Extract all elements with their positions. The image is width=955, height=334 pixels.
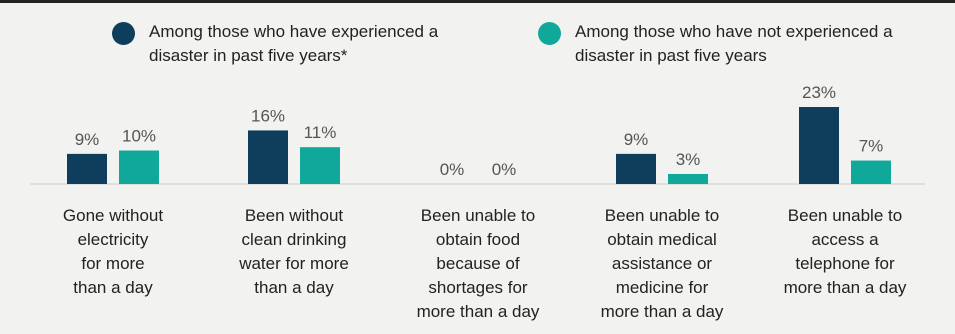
category-label-2: Been without clean drinking water for mo… xyxy=(239,206,349,297)
data-label-series1-cat1: 9% xyxy=(75,130,100,149)
bar-series1-cat1 xyxy=(67,153,107,184)
legend-swatch-not-experienced xyxy=(538,22,561,45)
category-label-3: Been unable to obtain food because of sh… xyxy=(416,206,540,321)
data-label-series2-cat5: 7% xyxy=(859,137,884,156)
bar-series2-cat2 xyxy=(300,147,340,184)
category-label-4: Been unable to obtain medical assistance… xyxy=(600,206,724,321)
bar-series2-cat5 xyxy=(851,160,891,184)
legend-label-not-experienced: Among those who have not experienced a d… xyxy=(575,22,893,65)
data-label-series1-cat5: 23% xyxy=(802,83,836,102)
legend-item-experienced: Among those who have experienced a disas… xyxy=(112,20,438,68)
bar-series1-cat2 xyxy=(248,130,288,184)
bar-series1-cat5 xyxy=(799,107,839,184)
data-label-series2-cat4: 3% xyxy=(676,150,701,169)
top-rule xyxy=(0,0,955,3)
data-label-series2-cat2: 11% xyxy=(304,123,337,142)
data-label-series1-cat2: 16% xyxy=(251,106,285,125)
data-label-series1-cat4: 9% xyxy=(624,130,649,149)
data-label-series2-cat3: 0% xyxy=(492,160,517,179)
data-label-series2-cat1: 10% xyxy=(122,127,156,146)
bar-series2-cat4 xyxy=(668,173,708,184)
legend-item-not-experienced: Among those who have not experienced a d… xyxy=(538,20,893,68)
category-label-5: Been unable to access a telephone for mo… xyxy=(783,206,907,297)
legend-label-experienced: Among those who have experienced a disas… xyxy=(149,22,439,65)
legend-swatch-experienced xyxy=(112,22,135,45)
bar-series2-cat1 xyxy=(119,150,159,184)
category-label-1: Gone without electricity for more than a… xyxy=(62,206,164,297)
data-label-series1-cat3: 0% xyxy=(440,160,465,179)
bar-series1-cat4 xyxy=(616,153,656,184)
legend: Among those who have experienced a disas… xyxy=(0,20,955,80)
